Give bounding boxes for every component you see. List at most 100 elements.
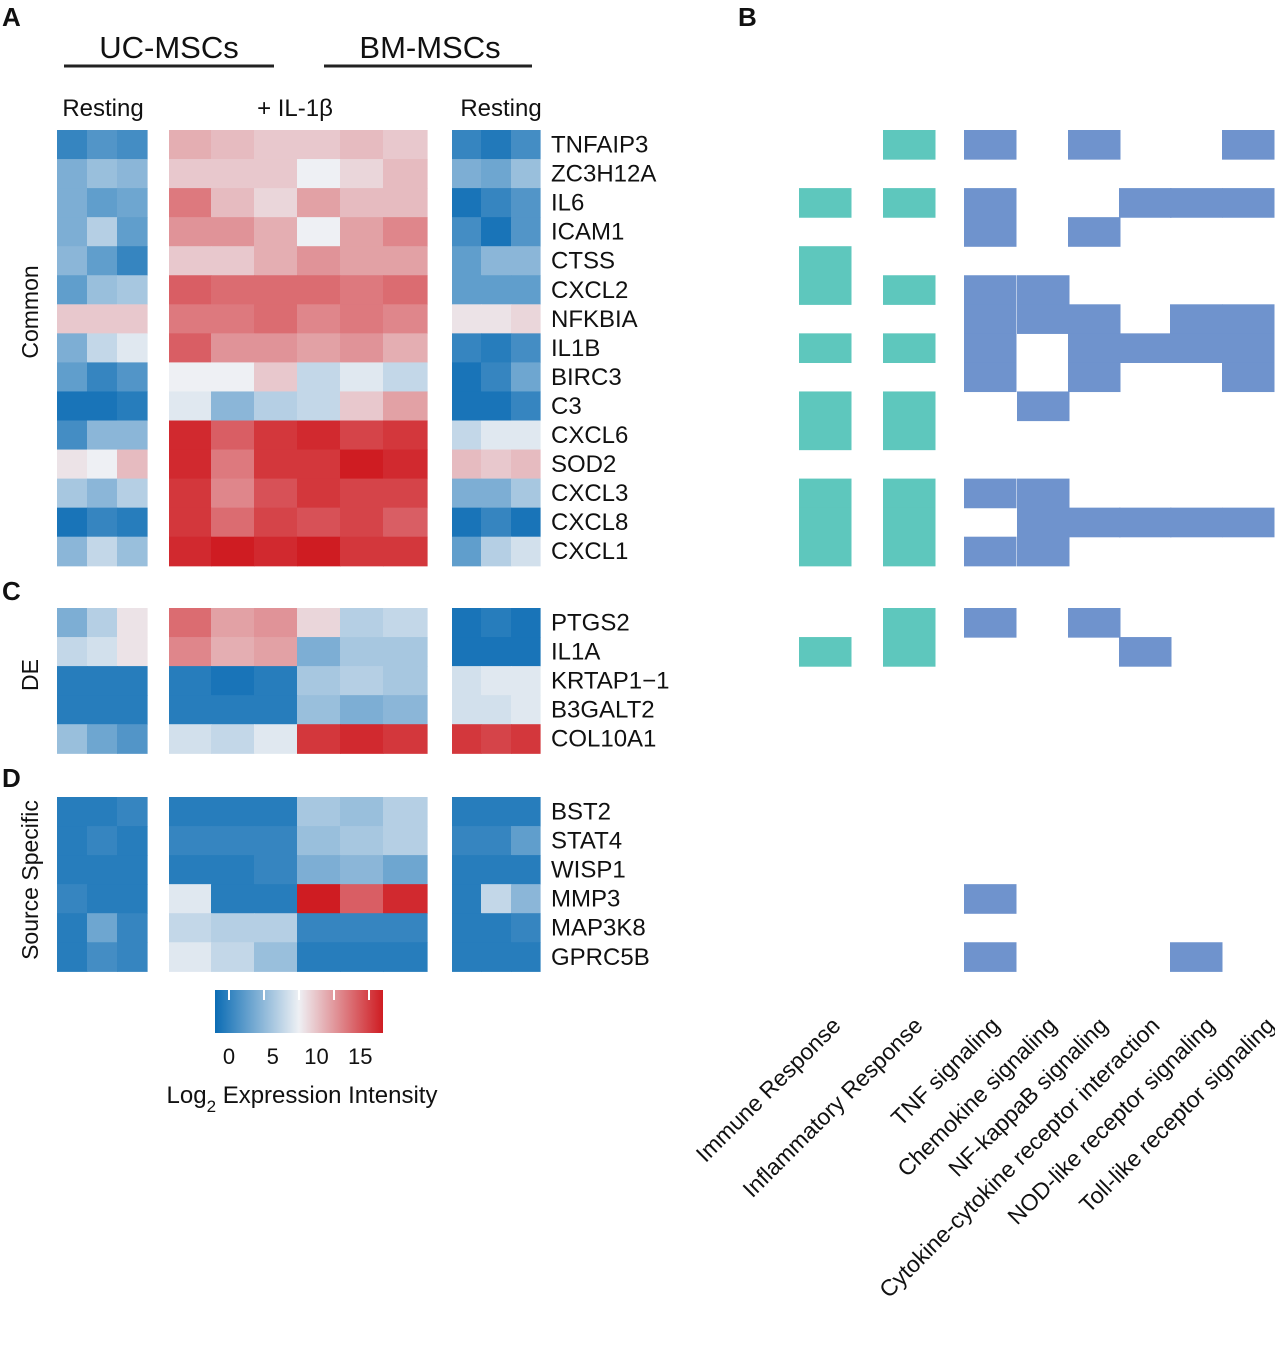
heatmap-cell-zc3h12a-c1	[57, 159, 88, 189]
heatmap-cell-sod2-c6	[254, 449, 298, 480]
heatmap-cell-wisp1-c11	[481, 855, 512, 885]
heatmap-cell-krtap1-1-c6	[254, 666, 298, 696]
heatmap-cell-bst2-c7	[297, 797, 341, 827]
heatmap-cell-c3-c4	[169, 391, 212, 422]
heatmap-cell-bst2-c1	[57, 797, 88, 827]
uc-mscs-label: UC-MSCs	[99, 30, 239, 65]
colorbar-tick-label: 10	[304, 1044, 328, 1069]
pathway-cell-il6-p3	[964, 188, 1017, 218]
gene-label: COL10A1	[551, 726, 656, 753]
heatmap-cell-c3-c5	[211, 391, 255, 422]
heatmap-cell-krtap1-1-c3	[117, 666, 148, 696]
heatmap-cell-cxcl3-c12	[511, 478, 541, 509]
gene-label: BST2	[551, 799, 611, 826]
heatmap-cell-mmp3-c3	[117, 884, 148, 914]
heatmap-cell-il6-c2	[87, 188, 118, 218]
heatmap-cell-zc3h12a-c10	[452, 159, 482, 189]
heatmap-cell-krtap1-1-c7	[297, 666, 341, 696]
heatmap-cell-c3-c10	[452, 391, 482, 422]
heatmap-cell-gprc5b-c1	[57, 942, 88, 972]
heatmap-cell-bst2-c5	[211, 797, 255, 827]
pathway-cell-cxcl1-p3	[964, 536, 1017, 567]
heatmap-cell-b3galt2-c12	[511, 695, 541, 725]
heatmap-cell-tnfaip3-c5	[211, 130, 255, 160]
heatmap-cell-stat4-c11	[481, 826, 512, 856]
heatmap-cell-col10a1-c4	[169, 724, 212, 754]
heatmap-cell-nfkbia-c5	[211, 304, 255, 334]
heatmap-cell-icam1-c2	[87, 217, 118, 247]
heatmap-cell-il1a-c5	[211, 637, 255, 667]
heatmap-cell-cxcl8-c1	[57, 507, 88, 538]
pathway-cell-icam1-p3	[964, 217, 1017, 247]
heatmap-cell-krtap1-1-c5	[211, 666, 255, 696]
heatmap-cell-b3galt2-c6	[254, 695, 298, 725]
heatmap-cell-tnfaip3-c2	[87, 130, 118, 160]
heatmap-cell-map3k8-c12	[511, 913, 541, 943]
heatmap-cell-cxcl2-c9	[383, 275, 428, 305]
heatmap-cell-b3galt2-c1	[57, 695, 88, 725]
pathway-cell-nfkbia-p5	[1068, 304, 1121, 334]
pathway-cell-cxcl8-p4	[1017, 507, 1070, 538]
heatmap-cell-col10a1-c9	[383, 724, 428, 754]
heatmap-cell-icam1-c10	[452, 217, 482, 247]
heatmap-cell-zc3h12a-c5	[211, 159, 255, 189]
heatmap-cell-cxcl6-c5	[211, 420, 255, 451]
heatmap-cell-gprc5b-c7	[297, 942, 341, 972]
heatmap-cell-b3galt2-c11	[481, 695, 512, 725]
heatmap-cell-cxcl2-c10	[452, 275, 482, 305]
heatmap-cell-tnfaip3-c3	[117, 130, 148, 160]
heatmap-cell-c3-c1	[57, 391, 88, 422]
pathway-cell-ptgs2-p5	[1068, 608, 1121, 638]
heatmap-cell-nfkbia-c1	[57, 304, 88, 334]
heatmap-cell-b3galt2-c8	[340, 695, 384, 725]
heatmap-cell-cxcl8-c5	[211, 507, 255, 538]
heatmap-cell-sod2-c5	[211, 449, 255, 480]
heatmap-cell-bst2-c10	[452, 797, 482, 827]
heatmap-cell-cxcl6-c10	[452, 420, 482, 451]
heatmap-cell-il6-c4	[169, 188, 212, 218]
heatmap-cell-birc3-c2	[87, 362, 118, 393]
heatmap-cell-ptgs2-c9	[383, 608, 428, 638]
heatmap-cell-ctss-c10	[452, 246, 482, 276]
heatmap-cell-col10a1-c7	[297, 724, 341, 754]
heatmap-cell-cxcl3-c1	[57, 478, 88, 509]
pathway-cell-birc3-p5	[1068, 362, 1121, 393]
heatmap-cell-ctss-c11	[481, 246, 512, 276]
heatmap-cell-c3-c11	[481, 391, 512, 422]
heatmap-cell-map3k8-c6	[254, 913, 298, 943]
heatmap-cell-ctss-c1	[57, 246, 88, 276]
heatmap-cell-stat4-c10	[452, 826, 482, 856]
heatmap-cell-sod2-c1	[57, 449, 88, 480]
heatmap-cell-cxcl3-c9	[383, 478, 428, 509]
panel-label-a: A	[2, 2, 21, 32]
heatmap-cell-ptgs2-c2	[87, 608, 118, 638]
heatmap-cell-il1a-c9	[383, 637, 428, 667]
heatmap-cell-cxcl1-c1	[57, 536, 88, 567]
pathway-cell-mmp3-p3	[964, 884, 1017, 914]
heatmap-cell-map3k8-c1	[57, 913, 88, 943]
heatmap-cell-birc3-c4	[169, 362, 212, 393]
pathway-cell-cxcl2-p3	[964, 275, 1017, 305]
heatmap-cell-gprc5b-c8	[340, 942, 384, 972]
pathway-cell-il6-p6	[1119, 188, 1172, 218]
heatmap-cell-wisp1-c7	[297, 855, 341, 885]
heatmap-cell-bst2-c11	[481, 797, 512, 827]
heatmap-cell-cxcl3-c7	[297, 478, 341, 509]
heatmap-cell-cxcl3-c11	[481, 478, 512, 509]
heatmap-cell-birc3-c12	[511, 362, 541, 393]
heatmap-cell-gprc5b-c12	[511, 942, 541, 972]
heatmap-cell-il6-c12	[511, 188, 541, 218]
colorbar-tick-label: 5	[267, 1044, 279, 1069]
heatmap-cell-cxcl3-c3	[117, 478, 148, 509]
heatmap-cell-wisp1-c6	[254, 855, 298, 885]
pathway-cell-tnfaip3-p8	[1222, 130, 1275, 160]
heatmap-cell-bst2-c9	[383, 797, 428, 827]
heatmap-cell-c3-c8	[340, 391, 384, 422]
heatmap-cell-cxcl1-c2	[87, 536, 118, 567]
heatmap-cell-il1a-c3	[117, 637, 148, 667]
heatmap-cell-b3galt2-c9	[383, 695, 428, 725]
heatmap-cell-il6-c11	[481, 188, 512, 218]
heatmap-cell-nfkbia-c2	[87, 304, 118, 334]
pathway-cell-c3-p4	[1017, 391, 1070, 422]
heatmap-cell-sod2-c11	[481, 449, 512, 480]
